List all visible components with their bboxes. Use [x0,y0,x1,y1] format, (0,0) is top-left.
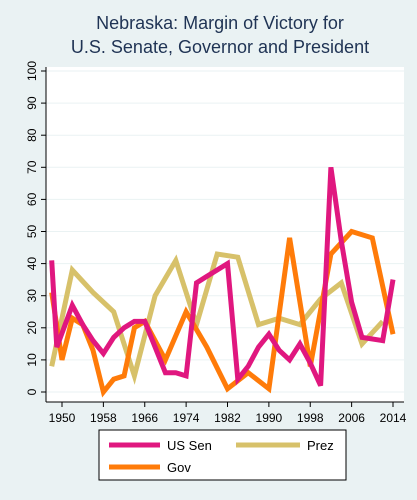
grid-layer [46,70,404,393]
series-line-prez [49,251,385,385]
legend-label-gov: Gov [167,460,191,475]
series-line-us-sen [49,166,396,387]
x-tick-label-2006: 2006 [338,411,365,425]
y-tick-label-30: 30 [25,289,39,303]
y-tick-label-10: 10 [25,353,39,367]
y-tick-label-50: 50 [25,225,39,239]
x-tick-label-1950: 1950 [49,411,76,425]
legend-box [98,429,347,481]
legend-label-us-sen: US Sen [167,438,212,453]
y-tick-label-20: 20 [25,321,39,335]
x-tick-label-1966: 1966 [131,411,158,425]
x-tick-label-1958: 1958 [90,411,117,425]
y-tick-label-40: 40 [25,257,39,271]
y-tick-label-60: 60 [25,192,39,206]
y-tick-label-0: 0 [25,388,39,395]
series-layer [49,166,396,398]
y-tick-label-100: 100 [25,61,39,81]
chart-title-line-2: U.S. Senate, Governor and President [71,37,369,57]
y-tick-label-80: 80 [25,128,39,142]
legend-label-prez: Prez [307,438,334,453]
axis-layer: 0 10 20 30 40 50 60 70 80 90 100 1950 1958 1966 1974 19… [25,61,407,425]
x-tick-label-1982: 1982 [214,411,241,425]
x-tick-label-1998: 1998 [297,411,324,425]
legend: US Sen Prez Gov [98,429,347,481]
x-tick-label-1990: 1990 [256,411,283,425]
chart-title-line-1: Nebraska: Margin of Victory for [96,13,344,33]
y-tick-label-90: 90 [25,96,39,110]
y-tick-label-70: 70 [25,160,39,174]
x-tick-label-2014: 2014 [380,411,407,425]
x-tick-label-1974: 1974 [173,411,200,425]
series-line-gov [49,228,396,398]
